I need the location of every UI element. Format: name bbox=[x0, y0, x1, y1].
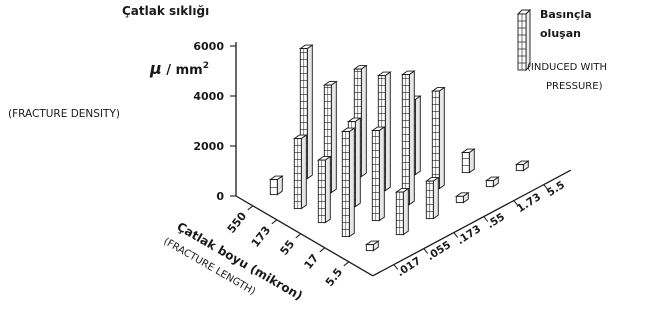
bar-side bbox=[402, 187, 409, 236]
bar-side bbox=[306, 44, 313, 180]
width-axis bbox=[372, 169, 572, 277]
width-tick bbox=[543, 184, 549, 190]
bars bbox=[268, 44, 530, 252]
bar bbox=[424, 176, 440, 220]
bar-side bbox=[414, 95, 421, 176]
legend-line3: (INDUCED WITH bbox=[527, 62, 607, 73]
density-tick-label: 0 bbox=[216, 190, 224, 203]
bar-side bbox=[324, 155, 331, 224]
length-tick bbox=[247, 205, 254, 211]
bar bbox=[292, 134, 308, 210]
bar-front bbox=[455, 195, 464, 204]
width-tick-label: .055 bbox=[425, 239, 453, 263]
bar bbox=[484, 176, 500, 188]
bar-front bbox=[365, 244, 374, 252]
density-tick-label: 4000 bbox=[193, 90, 224, 103]
length-tick-label: 55 bbox=[277, 238, 297, 258]
bar-front bbox=[485, 180, 494, 188]
legend: Basınçla oluşan (INDUCED WITH PRESSURE) bbox=[516, 8, 607, 92]
legend-swatch bbox=[516, 8, 532, 72]
width-tick bbox=[513, 200, 519, 206]
legend-line4: PRESSURE) bbox=[546, 81, 603, 92]
length-tick-label: 550 bbox=[225, 209, 250, 235]
bar bbox=[430, 86, 446, 190]
width-tick bbox=[453, 232, 459, 238]
bar-side bbox=[432, 176, 439, 220]
bar bbox=[316, 155, 332, 224]
width-tick bbox=[483, 216, 489, 222]
length-tick-label: 5.5 bbox=[323, 266, 345, 289]
length-tick bbox=[319, 247, 326, 253]
density-unit-power: 2 bbox=[203, 61, 209, 71]
density-unit-label: μ / mm2 bbox=[149, 59, 209, 78]
width-tick-label: .017 bbox=[395, 255, 423, 279]
bar-side bbox=[438, 86, 445, 190]
bar bbox=[400, 70, 416, 206]
bar-side bbox=[360, 64, 367, 178]
bar-side bbox=[300, 134, 307, 210]
bar bbox=[364, 240, 380, 252]
width-tick-label: 1.73 bbox=[515, 191, 543, 215]
bar bbox=[340, 127, 356, 238]
chart-title: Çatlak sıklığı bbox=[122, 4, 209, 18]
width-tick-label: .173 bbox=[455, 223, 483, 247]
bar-side bbox=[378, 126, 385, 222]
length-tick bbox=[295, 233, 302, 239]
bar bbox=[268, 175, 284, 196]
density-unit-symbol: μ bbox=[149, 59, 162, 78]
length-tick-label: 17 bbox=[301, 252, 321, 272]
bar-front bbox=[515, 164, 524, 172]
legend-line2: oluşan bbox=[540, 27, 581, 40]
bar bbox=[460, 148, 476, 174]
bar bbox=[394, 187, 410, 236]
length-tick bbox=[343, 261, 350, 267]
legend-line1: Basınçla bbox=[540, 8, 592, 21]
bar-side bbox=[276, 175, 283, 196]
density-unit-rest: / mm bbox=[162, 63, 203, 78]
bar-side bbox=[468, 148, 475, 174]
length-tick bbox=[271, 219, 278, 225]
width-tick bbox=[423, 248, 429, 254]
bar-side bbox=[384, 71, 391, 192]
bar-side bbox=[354, 117, 361, 208]
bar-side bbox=[348, 127, 355, 238]
density-tick-label: 6000 bbox=[193, 40, 224, 53]
bar-side bbox=[408, 70, 415, 206]
density-label-en: (FRACTURE DENSITY) bbox=[8, 108, 120, 120]
bar-side bbox=[330, 80, 337, 194]
bar-front bbox=[269, 179, 278, 196]
length-axis bbox=[235, 195, 374, 277]
width-tick bbox=[393, 264, 399, 270]
density-tick-label: 2000 bbox=[193, 140, 224, 153]
bar bbox=[454, 191, 470, 204]
bar bbox=[514, 160, 530, 172]
bar-front bbox=[461, 152, 470, 174]
bar bbox=[370, 126, 386, 222]
length-tick-label: 173 bbox=[249, 224, 273, 250]
axes bbox=[235, 42, 572, 277]
